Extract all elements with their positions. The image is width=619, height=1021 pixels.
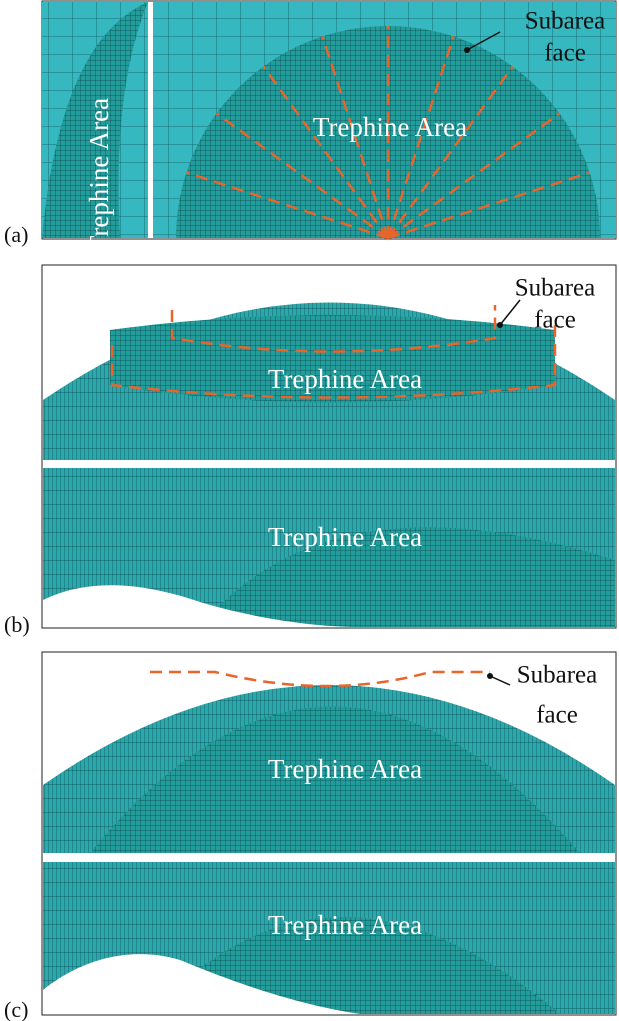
panel-label: (a) bbox=[4, 222, 28, 247]
subarea-label: face bbox=[534, 307, 576, 334]
panel-c: Trephine Area Trephine Area Subarea face… bbox=[4, 652, 616, 1021]
trephine-label: Trephine Area bbox=[313, 112, 467, 142]
subarea-label: face bbox=[536, 702, 578, 729]
pointer-dot bbox=[487, 673, 493, 679]
subarea-label: Subarea bbox=[525, 8, 606, 35]
divider bbox=[43, 462, 615, 468]
panel-label: (c) bbox=[4, 997, 28, 1021]
trephine-label: Trephine Area bbox=[268, 754, 422, 784]
trephine-label: Trephine Area bbox=[268, 364, 422, 394]
subarea-label: Subarea bbox=[515, 275, 596, 302]
panel-b: Trephine Area Trephine Area Subarea face… bbox=[4, 265, 616, 637]
panel-label: (b) bbox=[4, 612, 30, 637]
trephine-label: Trephine Area bbox=[268, 910, 422, 940]
trephine-label: Trephine Area bbox=[268, 522, 422, 552]
panel-a: Trephine Area Trephine Area Subarea face… bbox=[4, 1, 616, 252]
divider bbox=[43, 855, 615, 862]
pointer-dot bbox=[497, 322, 503, 328]
subarea-label: face bbox=[544, 40, 586, 67]
figure: Trephine Area Trephine Area Subarea face… bbox=[0, 0, 619, 1021]
divider bbox=[148, 2, 153, 238]
pointer-dot bbox=[464, 47, 470, 53]
trephine-label: Trephine Area bbox=[84, 98, 114, 252]
subarea-label: Subarea bbox=[517, 662, 598, 689]
